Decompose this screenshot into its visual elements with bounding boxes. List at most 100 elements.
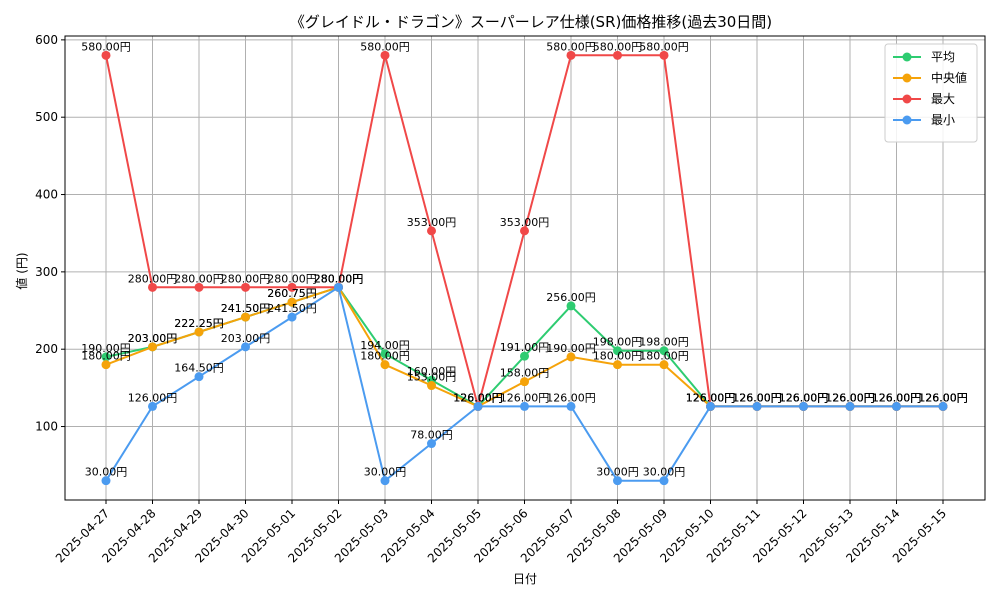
data-point [613,50,622,60]
data-point [427,226,436,236]
data-label: 78.00円 [410,429,453,442]
data-label: 241.50円 [267,302,317,315]
data-label: 260.75円 [267,287,317,300]
data-point [659,476,669,486]
data-label: 126.00円 [500,391,550,404]
data-point [380,349,390,359]
data-point [845,401,855,411]
data-point [241,282,250,292]
data-label: 126.00円 [732,391,782,404]
data-point [659,50,669,60]
data-label: 280.00円 [128,272,178,285]
data-label: 158.00円 [500,367,550,380]
data-point [101,476,111,486]
data-point [520,377,529,387]
data-point [148,282,157,292]
data-label: 126.00円 [686,391,736,404]
data-label: 126.00円 [918,391,968,404]
data-point [380,50,390,60]
data-label: 153.00円 [407,371,457,384]
data-point [427,439,436,449]
data-label: 280.00円 [267,272,317,285]
data-label: 280.00円 [174,272,224,285]
legend-marker [902,115,912,125]
data-point [101,50,111,60]
data-label: 126.00円 [779,391,829,404]
data-point [334,282,343,292]
legend-label: 最大 [931,92,955,106]
data-label: 260.75円 [267,287,317,300]
legend-label: 平均 [931,50,955,64]
series-layer [101,50,948,486]
data-point [613,360,622,370]
data-label: 190.00円 [546,342,596,355]
data-label: 256.00円 [546,291,596,304]
data-point [938,401,948,411]
data-point [613,346,622,356]
data-label: 126.00円 [825,391,875,404]
data-point [892,401,901,411]
data-point [520,351,529,361]
y-tick-label: 500 [35,110,58,124]
y-tick-label: 200 [35,342,58,356]
legend-marker [902,94,912,104]
data-label: 353.00円 [500,216,550,229]
data-point [520,401,529,411]
data-label: 126.00円 [453,391,503,404]
data-point [659,346,669,356]
data-label: 280.00円 [314,272,364,285]
data-label: 126.00円 [872,391,922,404]
data-point [287,312,297,322]
legend-marker [902,73,912,83]
data-label: 126.00円 [546,391,596,404]
data-label: 30.00円 [643,466,686,479]
data-label: 126.00円 [779,391,829,404]
data-label: 126.00円 [686,391,736,404]
data-label: 180.00円 [81,350,131,363]
data-point [427,381,436,391]
data-label: 203.00円 [221,332,271,345]
data-label: 126.00円 [918,391,968,404]
data-label: 126.00円 [128,391,178,404]
data-point [194,282,204,292]
data-point [194,327,204,337]
data-label: 194.00円 [360,339,410,352]
chart-title: 《グレイドル・ドラゴン》スーパーレア仕様(SR)価格推移(過去30日間) [290,13,772,31]
data-point [148,401,157,411]
data-label: 126.00円 [732,391,782,404]
data-point [752,401,762,411]
data-label: 580.00円 [81,40,131,53]
data-label: 126.00円 [918,391,968,404]
data-label: 30.00円 [364,466,407,479]
data-label: 126.00円 [825,391,875,404]
data-label: 160.00円 [407,365,457,378]
data-label: 126.00円 [872,391,922,404]
data-label: 580.00円 [593,40,643,53]
data-label: 191.00円 [500,341,550,354]
data-label: 280.00円 [314,272,364,285]
data-label: 241.50円 [221,302,271,315]
data-point [241,342,250,352]
data-label: 203.00円 [128,332,178,345]
data-label: 222.25円 [174,317,224,330]
data-label: 126.00円 [779,391,829,404]
data-label: 280.00円 [314,272,364,285]
data-point [520,226,529,236]
data-label: 126.00円 [686,391,736,404]
data-label: 126.00円 [825,391,875,404]
data-label: 353.00円 [407,216,457,229]
data-label: 30.00円 [85,466,128,479]
x-axis-title: 日付 [513,572,537,586]
data-point [706,401,715,411]
data-label: 126.00円 [732,391,782,404]
data-label: 280.00円 [314,272,364,285]
data-point [380,360,390,370]
data-label: 126.00円 [453,391,503,404]
data-label: 126.00円 [686,391,736,404]
data-label: 198.00円 [593,336,643,349]
x-axis: 2025-04-272025-04-282025-04-292025-04-30… [53,500,949,565]
data-point [101,352,111,362]
data-point [101,360,111,370]
grid [65,36,985,500]
